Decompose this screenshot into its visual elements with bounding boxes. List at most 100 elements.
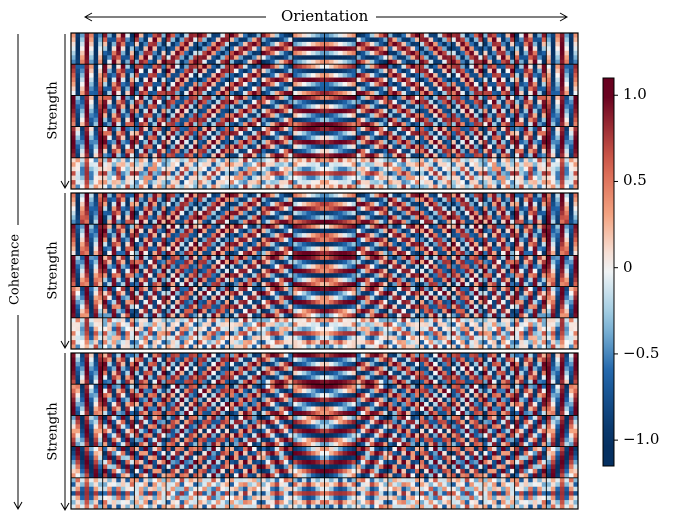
filter-tile <box>134 477 167 510</box>
filter-tile <box>546 33 579 65</box>
filter-tile <box>166 64 199 96</box>
filter-tile <box>261 126 294 159</box>
filter-tile <box>71 224 103 256</box>
filter-tile <box>324 415 357 447</box>
filter-tile <box>546 317 579 350</box>
filter-tile <box>134 384 167 416</box>
filter-tile <box>166 353 199 385</box>
filter-tile <box>324 33 357 65</box>
filter-tile <box>451 33 484 65</box>
filter-tile <box>229 477 262 510</box>
filter-tile <box>102 33 135 65</box>
filter-tile <box>356 384 389 416</box>
filter-tile <box>324 446 357 479</box>
filter-tile <box>261 415 294 447</box>
filter-tile <box>324 477 357 510</box>
filter-tile <box>387 157 420 190</box>
filter-tile <box>387 193 420 225</box>
filter-tile <box>356 317 389 350</box>
filter-tile <box>102 286 135 319</box>
filter-tile <box>419 286 452 319</box>
filter-tile <box>451 255 484 287</box>
filter-tile <box>451 384 484 416</box>
filter-tile <box>292 384 325 416</box>
strength-arrowhead-1 <box>60 180 70 190</box>
filter-tile <box>546 95 579 127</box>
filter-tile <box>102 477 135 510</box>
filter-tile <box>514 477 547 510</box>
filter-tile <box>387 255 420 287</box>
filter-tile <box>166 446 199 479</box>
filter-tile <box>261 384 294 416</box>
filter-tile <box>261 95 294 127</box>
filter-tile <box>229 255 262 287</box>
filter-tile <box>102 255 135 287</box>
filter-tile <box>419 415 452 447</box>
filter-tile <box>261 193 294 225</box>
filter-tile <box>546 255 579 287</box>
colorbar-tick-label: −1.0 <box>623 430 660 449</box>
filter-tile <box>292 353 325 385</box>
filter-tile <box>546 384 579 416</box>
filter-tile <box>546 126 579 159</box>
filter-tile <box>71 384 103 416</box>
filter-tile <box>356 126 389 159</box>
filter-tile <box>71 353 103 385</box>
filter-tile <box>229 224 262 256</box>
filter-tile <box>229 415 262 447</box>
filter-tile <box>419 384 452 416</box>
filter-tile <box>197 193 230 225</box>
filter-tile <box>451 64 484 96</box>
filter-tile <box>292 224 325 256</box>
filter-tile <box>102 384 135 416</box>
filter-tile <box>197 33 230 65</box>
colorbar-ticks <box>614 94 618 441</box>
filter-tile <box>292 255 325 287</box>
colorbar-gradient <box>602 77 615 467</box>
colorbar-tick-label: 1.0 <box>623 85 647 104</box>
filter-tile <box>356 95 389 127</box>
filter-tile <box>356 353 389 385</box>
filter-tile <box>134 95 167 127</box>
filter-tile <box>71 415 103 447</box>
filter-tile <box>134 415 167 447</box>
filter-tile <box>292 33 325 65</box>
colorbar <box>602 77 618 467</box>
filter-tile <box>324 317 357 350</box>
filter-tile <box>71 193 103 225</box>
filter-tile <box>197 126 230 159</box>
filter-tile <box>197 157 230 190</box>
filter-tile <box>292 317 325 350</box>
filter-tile <box>197 446 230 479</box>
filter-tile <box>482 384 515 416</box>
filter-tile <box>514 33 547 65</box>
filter-tile <box>166 477 199 510</box>
filter-tile <box>514 446 547 479</box>
filter-tile <box>387 224 420 256</box>
filter-tile <box>324 64 357 96</box>
filter-tile <box>324 126 357 159</box>
filter-tile <box>546 193 579 225</box>
filter-tile <box>197 286 230 319</box>
filter-tile <box>451 415 484 447</box>
filter-tile <box>102 446 135 479</box>
filter-tile <box>482 317 515 350</box>
filter-tile <box>229 126 262 159</box>
filter-tile <box>261 317 294 350</box>
filter-mosaic <box>71 33 579 510</box>
filter-tile <box>166 286 199 319</box>
filter-tile <box>451 95 484 127</box>
filter-tile <box>419 193 452 225</box>
filter-tile <box>229 446 262 479</box>
filter-tile <box>71 255 103 287</box>
filter-tile <box>482 157 515 190</box>
filter-tile <box>229 353 262 385</box>
filter-tile <box>134 446 167 479</box>
filter-tile <box>546 286 579 319</box>
filter-tile <box>546 477 579 510</box>
filter-tile <box>419 317 452 350</box>
axis-arrows <box>13 12 569 512</box>
colorbar-tick-label: −0.5 <box>623 343 660 362</box>
filter-tile <box>514 224 547 256</box>
